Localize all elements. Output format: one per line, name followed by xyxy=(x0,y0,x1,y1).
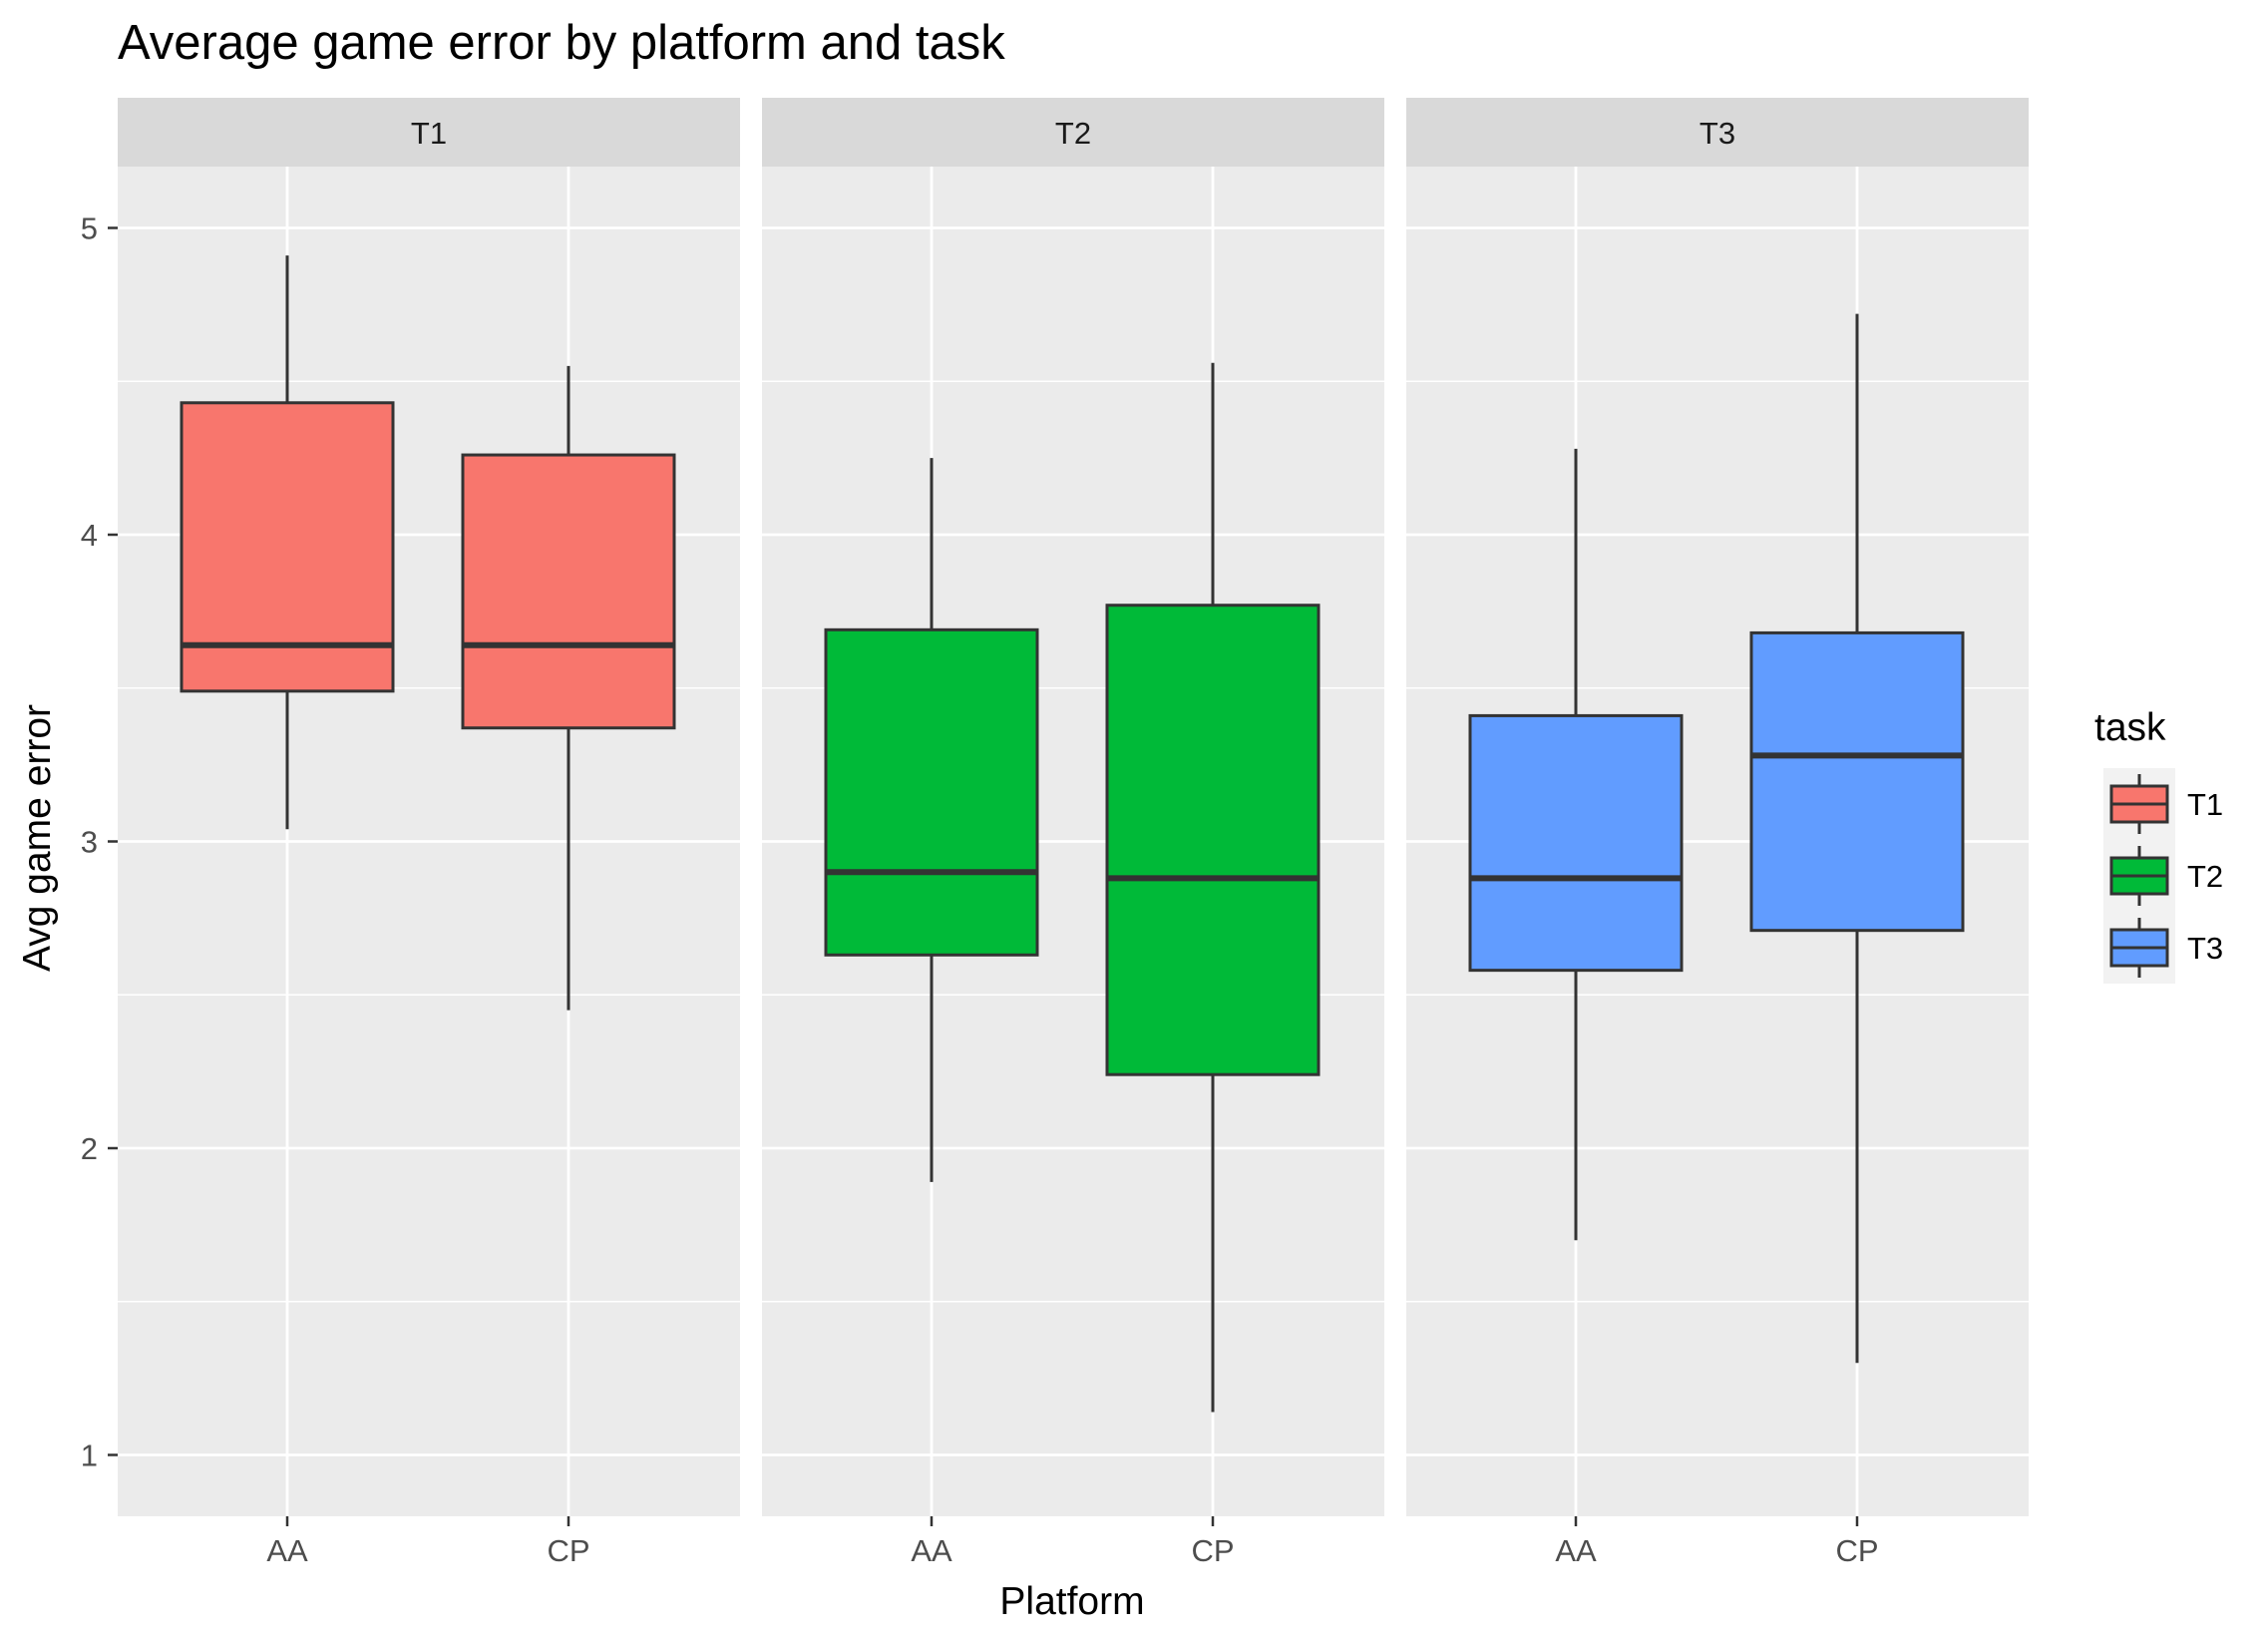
x-tick-label: AA xyxy=(1555,1533,1597,1568)
facet-strip-label: T3 xyxy=(1700,116,1735,151)
box-iqr xyxy=(461,453,676,730)
legend-item-t2: T2 xyxy=(2103,840,2223,912)
box-iqr xyxy=(1749,630,1965,933)
legend-label: T2 xyxy=(2187,859,2223,894)
facet-panels: T1 AA CP T2 AA CP T3 AA CP xyxy=(118,98,2029,1568)
y-tick-label: 2 xyxy=(81,1131,98,1166)
y-axis: 1 2 3 4 5 xyxy=(81,211,118,1473)
facet-strip xyxy=(1406,98,2029,167)
box-iqr xyxy=(1468,713,1684,973)
legend: task T1 T2 T3 xyxy=(2094,706,2223,984)
box-t3-aa xyxy=(1468,448,1684,1241)
box-t1-cp xyxy=(461,365,676,1011)
legend-label: T1 xyxy=(2187,787,2223,822)
legend-label: T3 xyxy=(2187,931,2223,966)
y-tick-label: 4 xyxy=(81,518,98,553)
x-tick-label: CP xyxy=(1191,1533,1234,1568)
y-tick-label: 5 xyxy=(81,211,98,246)
box-t1-aa xyxy=(180,255,395,830)
facet-strip xyxy=(118,98,740,167)
facet-strip-label: T1 xyxy=(411,116,447,151)
box-t2-cp xyxy=(1105,362,1321,1413)
box-t2-aa xyxy=(824,458,1039,1182)
y-axis-title: Avg game error xyxy=(16,704,59,972)
x-tick-label: AA xyxy=(911,1533,952,1568)
facet-panel-t3: T3 AA CP xyxy=(1406,98,2029,1568)
facet-panel-t2: T2 AA CP xyxy=(762,98,1384,1568)
legend-item-t1: T1 xyxy=(2103,768,2223,840)
y-tick-label: 1 xyxy=(81,1438,98,1473)
x-tick-label: CP xyxy=(547,1533,589,1568)
legend-item-t3: T3 xyxy=(2103,912,2223,984)
x-tick-label: CP xyxy=(1835,1533,1878,1568)
y-tick-label: 3 xyxy=(81,825,98,860)
chart-title: Average game error by platform and task xyxy=(118,16,1005,70)
facet-panel-t1: T1 AA CP xyxy=(118,98,740,1568)
legend-title: task xyxy=(2094,706,2166,749)
box-t3-cp xyxy=(1749,313,1965,1364)
x-tick-label: AA xyxy=(266,1533,308,1568)
facet-strip xyxy=(762,98,1384,167)
box-iqr xyxy=(1105,604,1321,1076)
box-iqr xyxy=(824,627,1039,957)
x-axis-title: Platform xyxy=(999,1580,1144,1623)
facet-strip-label: T2 xyxy=(1055,116,1091,151)
